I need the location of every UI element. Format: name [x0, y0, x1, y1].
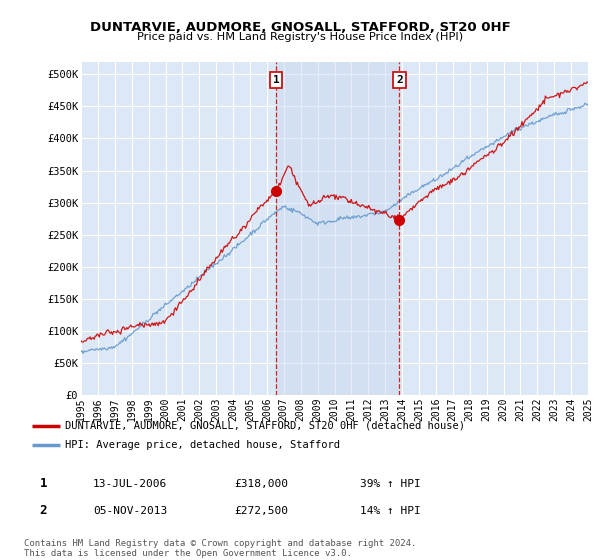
Text: £272,500: £272,500 — [234, 506, 288, 516]
Text: 14% ↑ HPI: 14% ↑ HPI — [360, 506, 421, 516]
Text: 1: 1 — [40, 477, 47, 491]
Text: £318,000: £318,000 — [234, 479, 288, 489]
Text: HPI: Average price, detached house, Stafford: HPI: Average price, detached house, Staf… — [65, 440, 340, 450]
Bar — [276, 62, 400, 395]
Text: DUNTARVIE, AUDMORE, GNOSALL, STAFFORD, ST20 0HF: DUNTARVIE, AUDMORE, GNOSALL, STAFFORD, S… — [89, 21, 511, 34]
Text: DUNTARVIE, AUDMORE, GNOSALL, STAFFORD, ST20 0HF (detached house): DUNTARVIE, AUDMORE, GNOSALL, STAFFORD, S… — [65, 421, 466, 431]
Text: 39% ↑ HPI: 39% ↑ HPI — [360, 479, 421, 489]
Text: 05-NOV-2013: 05-NOV-2013 — [93, 506, 167, 516]
Text: Price paid vs. HM Land Registry's House Price Index (HPI): Price paid vs. HM Land Registry's House … — [137, 32, 463, 42]
Text: 2: 2 — [396, 75, 403, 85]
Text: Contains HM Land Registry data © Crown copyright and database right 2024.
This d: Contains HM Land Registry data © Crown c… — [24, 539, 416, 558]
Text: 13-JUL-2006: 13-JUL-2006 — [93, 479, 167, 489]
Text: 2: 2 — [40, 503, 47, 517]
Text: 1: 1 — [272, 75, 280, 85]
